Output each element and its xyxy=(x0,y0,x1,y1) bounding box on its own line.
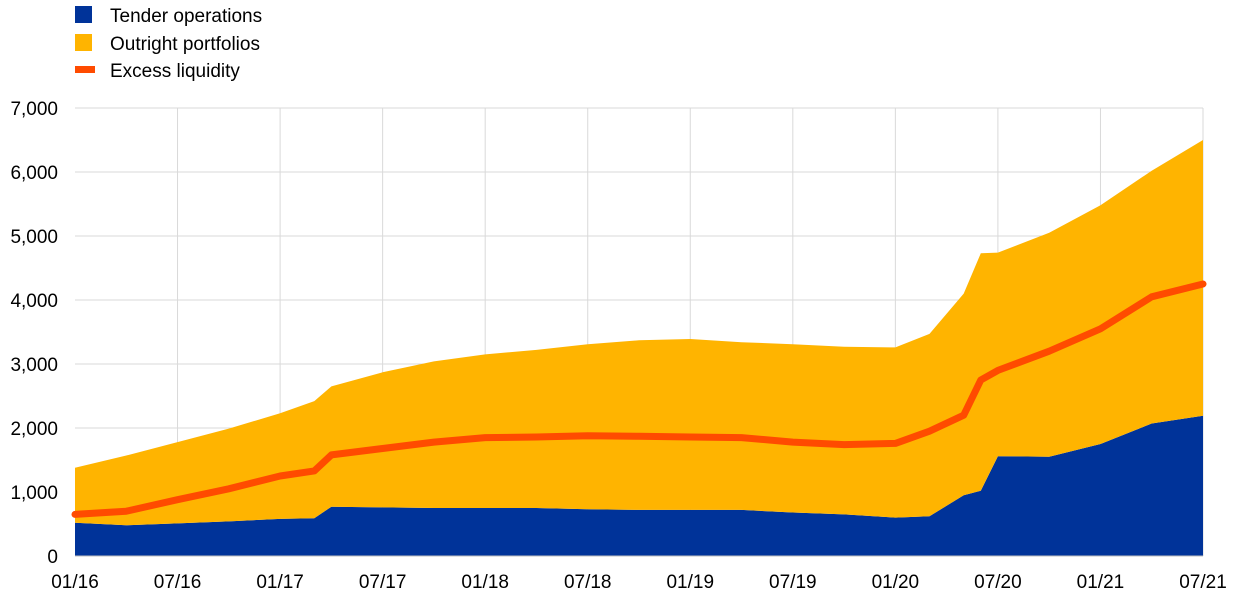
stacked-areas xyxy=(75,140,1203,556)
y-tick-label: 4,000 xyxy=(10,291,58,312)
y-tick-label: 1,000 xyxy=(10,483,58,504)
x-tick-label: 07/17 xyxy=(359,572,407,593)
legend-label-tender-operations: Tender operations xyxy=(110,6,262,27)
x-tick-label: 01/19 xyxy=(666,572,714,593)
x-tick-label: 01/18 xyxy=(461,572,509,593)
legend-label-outright-portfolios: Outright portfolios xyxy=(110,34,260,55)
legend-swatch-outright-portfolios xyxy=(75,34,92,51)
y-tick-label: 3,000 xyxy=(10,355,58,376)
y-tick-label: 6,000 xyxy=(10,163,58,184)
x-tick-label: 07/20 xyxy=(974,572,1022,593)
y-tick-label: 5,000 xyxy=(10,227,58,248)
x-tick-label: 01/16 xyxy=(51,572,99,593)
x-tick-label: 01/17 xyxy=(256,572,304,593)
legend-swatch-tender-operations xyxy=(75,6,92,23)
y-tick-label: 7,000 xyxy=(10,99,58,120)
legend-label-excess-liquidity: Excess liquidity xyxy=(110,61,240,82)
x-tick-label: 07/19 xyxy=(769,572,817,593)
x-tick-label: 01/21 xyxy=(1077,572,1125,593)
line-excess-liquidity xyxy=(71,280,1207,518)
y-tick-label: 0 xyxy=(47,547,58,568)
excess-liquidity-line-group xyxy=(71,280,1207,518)
axes: 0 1,000 2,000 3,000 4,000 5,000 6,000 7,000 01/1… xyxy=(10,99,1226,593)
y-tick-label: 2,000 xyxy=(10,419,58,440)
x-tick-label: 01/20 xyxy=(872,572,920,593)
legend: Tender operations Outright portfolios Ex… xyxy=(75,6,262,82)
area-outright-portfolios xyxy=(75,140,1203,526)
x-tick-label: 07/16 xyxy=(154,572,202,593)
x-tick-label: 07/18 xyxy=(564,572,612,593)
x-tick-label: 07/21 xyxy=(1179,572,1227,593)
legend-swatch-excess-liquidity xyxy=(75,66,95,73)
area-tender-operations xyxy=(75,415,1203,556)
